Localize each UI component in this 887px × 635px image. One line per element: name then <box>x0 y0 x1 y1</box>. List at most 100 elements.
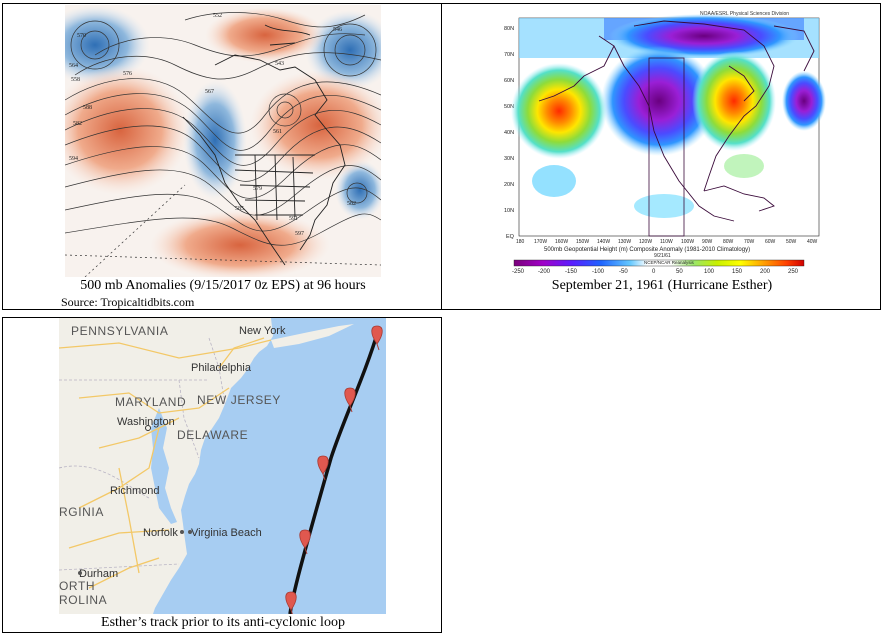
lat-tick: 50N <box>504 104 514 110</box>
colorbar-ticks: -250 -200 -150 -100 -50 0 50 100 150 200… <box>512 269 799 275</box>
colorbar-tick: -200 <box>538 269 551 275</box>
contour-label: 582 <box>73 121 82 127</box>
city-dot <box>180 530 184 534</box>
contour-label: 576 <box>123 71 132 77</box>
colorbar-tick: -50 <box>619 269 628 275</box>
track-marker <box>344 387 356 413</box>
contour-label: 543 <box>275 61 284 67</box>
label-carolina: ROLINA <box>59 593 107 607</box>
cold-anomaly <box>634 194 694 218</box>
coastlines <box>538 20 815 222</box>
lon-tick: 70W <box>744 239 755 245</box>
lat-tick: EQ <box>506 234 515 240</box>
positive-anomaly-blob <box>150 210 330 277</box>
composite-date-label: 9/21/61 <box>654 253 671 259</box>
track-marker <box>299 529 311 555</box>
lon-tick: 160W <box>555 239 568 245</box>
track-map: PENNSYLVANIA New York Philadelphia MARYL… <box>59 318 386 614</box>
track-map-cell: PENNSYLVANIA New York Philadelphia MARYL… <box>2 317 442 633</box>
composite-map: NOAA/ESRL Physical Sciences Division 80N… <box>504 11 826 275</box>
warm-anomaly <box>692 51 776 151</box>
label-new-york: New York <box>239 325 286 337</box>
label-delaware: DELAWARE <box>177 428 248 442</box>
contour-label: 597 <box>295 231 304 237</box>
lat-tick: 70N <box>504 52 514 58</box>
label-maryland: MARYLAND <box>115 395 186 409</box>
negative-anomaly-blob <box>65 5 150 85</box>
contour-label: 582 <box>347 201 356 207</box>
contour-label: 561 <box>273 129 282 135</box>
label-philadelphia: Philadelphia <box>191 362 252 374</box>
contour-label: 567 <box>205 89 214 95</box>
label-new-jersey: NEW JERSEY <box>197 393 281 407</box>
negative-anomaly-blob <box>183 80 247 200</box>
cold-anomaly <box>782 71 826 131</box>
anomaly-map-source: Source: Tropicaltidbits.com <box>61 295 195 309</box>
label-pennsylvania: PENNSYLVANIA <box>71 324 168 338</box>
latitude-ticks: 80N 70N 60N 50N 40N 30N 20N 10N EQ <box>504 26 515 240</box>
colorbar-tick: 50 <box>676 269 683 275</box>
lon-tick: 90W <box>702 239 713 245</box>
hurricane-track <box>288 327 381 614</box>
label-richmond: Richmond <box>110 485 160 497</box>
anomaly-map: 576 582 582 570 564 558 561 594 588 567 … <box>65 5 381 277</box>
lon-tick: 60W <box>765 239 776 245</box>
lon-tick: 180 <box>516 239 525 245</box>
cold-anomaly <box>532 165 576 197</box>
long-island <box>271 324 354 348</box>
chesapeake-bay <box>151 408 177 524</box>
longitude-ticks: 180 170W 160W 150W 140W 130W 120W 110W 1… <box>516 239 818 245</box>
colorbar-tick: -250 <box>512 269 525 275</box>
colorbar <box>513 259 805 267</box>
composite-map-cell: NOAA/ESRL Physical Sciences Division 80N… <box>441 3 881 310</box>
composite-plot-area <box>511 14 826 237</box>
lon-tick: 80W <box>723 239 734 245</box>
lat-tick: 80N <box>504 26 514 32</box>
contour-label: 552 <box>213 13 222 19</box>
anomaly-map-caption: 500 mb Anomalies (9/15/2017 0z EPS) at 9… <box>80 278 366 293</box>
track-marker <box>285 591 297 614</box>
colorbar-tick: 200 <box>760 269 771 275</box>
lon-tick: 40W <box>807 239 818 245</box>
place-labels: PENNSYLVANIA New York Philadelphia MARYL… <box>59 324 286 607</box>
anomaly-map-cell: 576 582 582 570 564 558 561 594 588 567 … <box>2 3 442 310</box>
contour-label: 546 <box>333 27 342 33</box>
lat-tick: 40N <box>504 130 514 136</box>
city-dot <box>145 425 151 431</box>
lat-tick: 10N <box>504 208 514 214</box>
city-dots <box>78 425 192 575</box>
colorbar-tick: 0 <box>652 269 656 275</box>
selection-box <box>648 57 685 237</box>
composite-map-header: NOAA/ESRL Physical Sciences Division <box>700 11 789 17</box>
track-map-caption: Esther’s track prior to its anti-cycloni… <box>101 615 345 630</box>
label-durham: Durham <box>79 568 118 580</box>
positive-anomaly-blob <box>65 65 190 195</box>
colorbar-tick: 100 <box>704 269 715 275</box>
composite-map-caption: September 21, 1961 (Hurricane Esther) <box>551 278 773 293</box>
contour-label: 588 <box>83 105 92 111</box>
lon-tick: 150W <box>576 239 589 245</box>
track-markers <box>285 325 383 614</box>
composite-axis-title: 500mb Geopotential Height (m) Composite … <box>544 247 750 253</box>
contour-label: 579 <box>253 186 262 192</box>
label-virginia: RGINIA <box>59 505 104 519</box>
lon-tick: 120W <box>639 239 652 245</box>
colorbar-tick: -100 <box>592 269 605 275</box>
cold-anomaly <box>724 154 764 178</box>
track-marker <box>317 455 329 481</box>
label-norfolk: Norfolk <box>143 527 178 539</box>
warm-anomaly <box>511 63 607 159</box>
contour-label: 564 <box>69 63 78 69</box>
city-dot <box>188 530 192 534</box>
lon-tick: 110W <box>660 239 673 245</box>
label-north: ORTH <box>59 579 95 593</box>
lat-tick: 60N <box>504 78 514 84</box>
city-dot <box>78 571 82 575</box>
lon-tick: 100W <box>681 239 694 245</box>
contour-label: 570 <box>77 33 86 39</box>
contour-label: 585 <box>235 206 244 212</box>
lon-tick: 140W <box>597 239 610 245</box>
composite-credit: NCEP/NCAR Reanalysis <box>644 260 695 265</box>
label-washington: Washington <box>117 416 175 428</box>
lon-tick: 130W <box>618 239 631 245</box>
